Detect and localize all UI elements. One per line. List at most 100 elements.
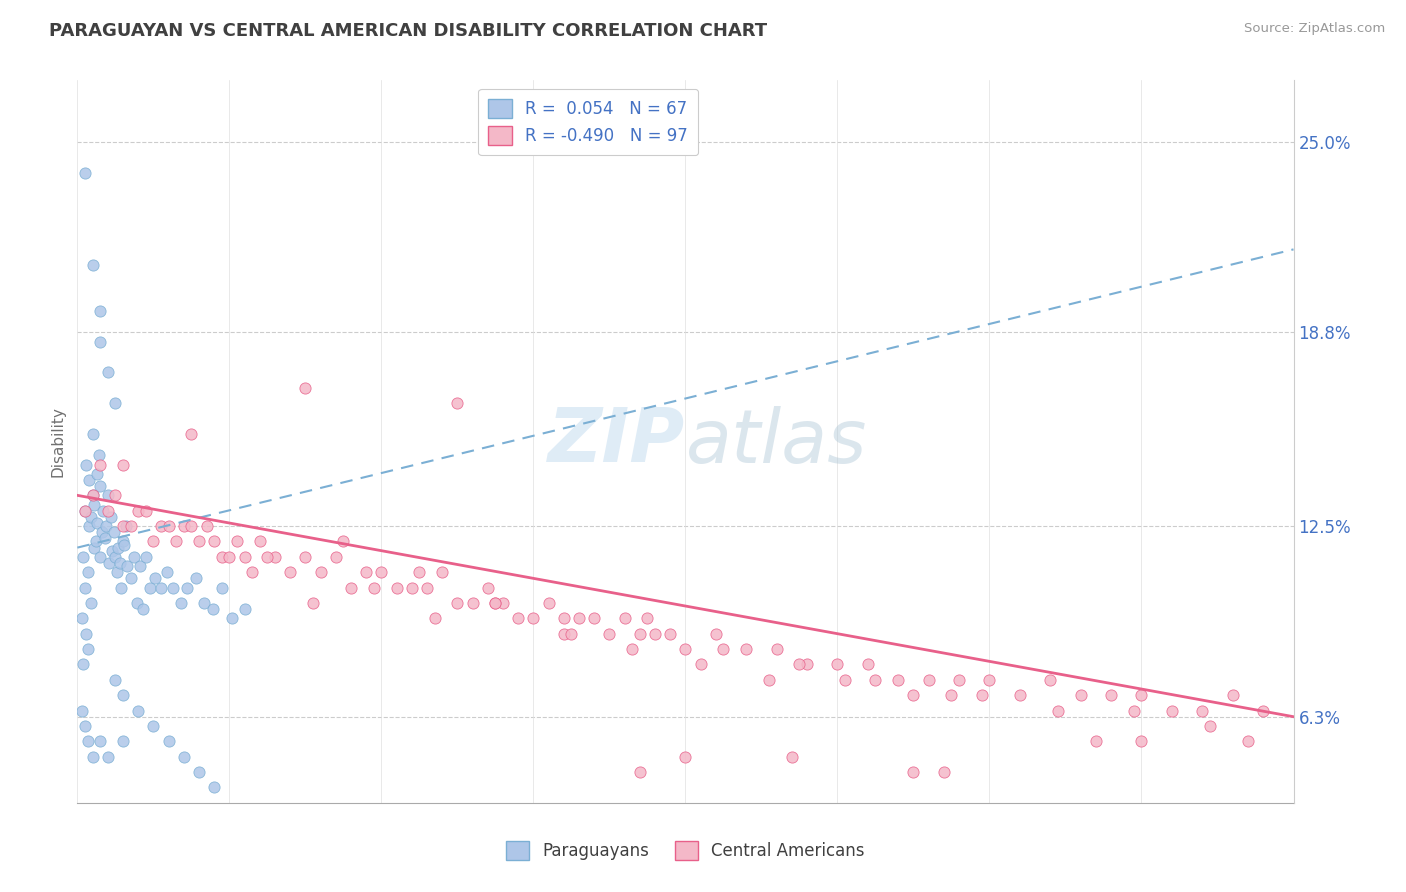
Point xyxy=(979,673,1001,687)
Point xyxy=(484,596,506,610)
Point xyxy=(370,565,392,579)
Point xyxy=(72,657,94,672)
Point xyxy=(887,673,910,687)
Point xyxy=(704,626,727,640)
Point xyxy=(628,765,651,780)
Point xyxy=(1008,688,1031,702)
Point xyxy=(628,626,651,640)
Point xyxy=(173,749,195,764)
Point xyxy=(104,549,127,564)
Point xyxy=(1122,704,1144,718)
Point xyxy=(553,611,575,625)
Point xyxy=(202,534,225,549)
Point xyxy=(256,549,278,564)
Point xyxy=(1084,734,1107,748)
Point xyxy=(170,596,193,610)
Point xyxy=(87,449,110,463)
Point xyxy=(416,581,439,595)
Point xyxy=(157,519,180,533)
Point xyxy=(89,549,111,564)
Point xyxy=(70,611,93,625)
Point xyxy=(294,549,316,564)
Point xyxy=(111,458,134,472)
Point xyxy=(77,734,100,748)
Point xyxy=(188,765,211,780)
Point xyxy=(918,673,941,687)
Point xyxy=(86,516,108,530)
Point xyxy=(180,426,202,441)
Point xyxy=(613,611,636,625)
Point xyxy=(110,581,132,595)
Point xyxy=(82,749,104,764)
Text: Source: ZipAtlas.com: Source: ZipAtlas.com xyxy=(1244,22,1385,36)
Point xyxy=(89,304,111,318)
Point xyxy=(97,365,120,379)
Point xyxy=(139,581,162,595)
Point xyxy=(115,519,138,533)
Point xyxy=(135,504,157,518)
Point xyxy=(354,565,377,579)
Point xyxy=(75,626,97,640)
Point xyxy=(111,519,134,533)
Point xyxy=(294,381,316,395)
Point xyxy=(104,673,127,687)
Point xyxy=(142,534,165,549)
Point xyxy=(644,626,666,640)
Point xyxy=(332,534,354,549)
Point xyxy=(553,626,575,640)
Point xyxy=(659,626,682,640)
Point xyxy=(240,565,263,579)
Point xyxy=(101,543,124,558)
Point xyxy=(157,734,180,748)
Point xyxy=(401,581,423,595)
Point xyxy=(97,749,120,764)
Point xyxy=(827,657,849,672)
Point xyxy=(73,504,96,518)
Point xyxy=(363,581,385,595)
Point xyxy=(1161,704,1184,718)
Point xyxy=(127,504,149,518)
Point xyxy=(100,509,122,524)
Point xyxy=(1237,734,1260,748)
Point xyxy=(211,581,233,595)
Point xyxy=(131,602,153,616)
Point xyxy=(149,519,172,533)
Point xyxy=(73,165,96,179)
Point xyxy=(73,504,96,518)
Point xyxy=(73,719,96,733)
Point xyxy=(689,657,711,672)
Point xyxy=(903,688,925,702)
Point xyxy=(568,611,591,625)
Point xyxy=(941,688,963,702)
Point xyxy=(72,549,94,564)
Point xyxy=(108,556,131,570)
Point xyxy=(80,509,103,524)
Point xyxy=(77,642,100,657)
Point xyxy=(1070,688,1092,702)
Point xyxy=(180,519,202,533)
Point xyxy=(537,596,560,610)
Point xyxy=(165,534,187,549)
Point xyxy=(89,458,111,472)
Point xyxy=(97,488,120,502)
Point xyxy=(79,519,101,533)
Point xyxy=(233,602,256,616)
Point xyxy=(865,673,887,687)
Point xyxy=(560,626,582,640)
Point xyxy=(89,734,111,748)
Text: ZIP: ZIP xyxy=(548,405,686,478)
Point xyxy=(309,565,332,579)
Point xyxy=(125,596,148,610)
Point xyxy=(221,611,243,625)
Point xyxy=(325,549,347,564)
Point xyxy=(834,673,856,687)
Point xyxy=(97,504,120,518)
Point xyxy=(127,704,149,718)
Point xyxy=(211,549,233,564)
Point xyxy=(508,611,530,625)
Point xyxy=(233,549,256,564)
Point xyxy=(122,549,145,564)
Point xyxy=(82,258,104,272)
Point xyxy=(83,541,105,555)
Point xyxy=(120,571,142,585)
